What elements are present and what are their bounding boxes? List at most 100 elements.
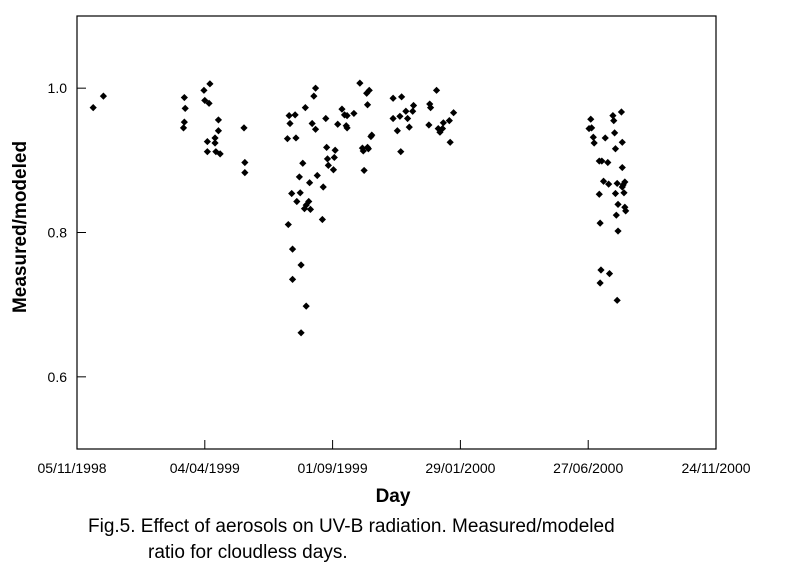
- data-point: [595, 190, 603, 198]
- figure-caption: Fig.5. Effect of aerosols on UV-B radiat…: [88, 514, 615, 566]
- scatter-chart: 05/11/1998 04/04/1999 01/09/1999 29/01/2000…: [10, 15, 751, 507]
- data-point: [180, 118, 188, 126]
- data-point: [350, 109, 358, 118]
- data-point: [397, 148, 405, 156]
- data-point: [599, 177, 608, 185]
- data-point: [203, 148, 211, 156]
- data-point: [240, 124, 248, 132]
- data-point: [426, 100, 434, 108]
- data-point: [364, 145, 372, 153]
- data-point: [180, 93, 188, 102]
- data-point: [446, 138, 454, 146]
- data-point: [409, 101, 418, 110]
- data-point: [363, 101, 372, 109]
- x-tick-label: 05/11/1998: [37, 460, 106, 476]
- data-point: [301, 104, 309, 112]
- data-point: [297, 261, 305, 269]
- x-tick-label: 29/01/2000: [425, 460, 495, 476]
- data-point: [439, 119, 447, 127]
- data-point: [211, 134, 219, 142]
- data-point: [322, 114, 330, 123]
- data-point: [609, 111, 617, 120]
- data-point: [605, 180, 613, 188]
- data-point: [306, 205, 315, 214]
- data-point: [409, 107, 417, 115]
- data-point: [356, 79, 364, 87]
- data-point: [598, 157, 606, 165]
- data-point: [89, 104, 97, 112]
- data-point: [389, 114, 397, 123]
- data-point: [323, 155, 332, 163]
- data-point: [405, 123, 413, 131]
- data-point: [305, 197, 313, 206]
- caption-line-1: Fig.5. Effect of aerosols on UV-B radiat…: [88, 516, 615, 537]
- data-point: [211, 139, 219, 147]
- data-point: [288, 245, 297, 253]
- data-point: [614, 227, 622, 235]
- data-point: [590, 139, 598, 147]
- x-tick-label: 04/04/1999: [170, 460, 240, 476]
- data-point: [610, 117, 618, 125]
- data-point: [620, 189, 628, 197]
- data-point: [360, 166, 368, 175]
- x-axis-ticks: 05/11/1998 04/04/1999 01/09/1999 29/01/2000…: [37, 440, 751, 476]
- data-point: [611, 145, 620, 153]
- data-point: [288, 189, 296, 198]
- data-point: [284, 220, 292, 229]
- data-point: [286, 119, 294, 128]
- y-tick-label: 0.8: [48, 225, 68, 241]
- data-point: [597, 266, 605, 274]
- data-point: [393, 127, 401, 135]
- data-point: [612, 211, 620, 219]
- data-point: [291, 111, 299, 119]
- data-point: [324, 161, 332, 169]
- data-point: [283, 135, 292, 143]
- data-point: [216, 150, 224, 158]
- data-point: [618, 163, 626, 172]
- data-point: [398, 93, 406, 101]
- data-point: [214, 127, 223, 135]
- data-point: [605, 270, 614, 278]
- data-point: [302, 302, 310, 310]
- y-axis-title: Measured/modeled: [10, 141, 31, 313]
- data-point: [445, 117, 453, 125]
- data-point: [99, 92, 108, 100]
- data-point: [297, 329, 305, 337]
- data-point: [311, 125, 320, 133]
- y-tick-label: 1.0: [48, 80, 68, 96]
- data-point: [311, 84, 320, 92]
- data-point: [334, 120, 342, 128]
- data-point: [617, 108, 626, 116]
- data-point: [205, 99, 213, 107]
- data-point: [596, 279, 604, 287]
- data-point: [403, 114, 412, 123]
- data-point: [601, 134, 609, 142]
- data-point: [179, 124, 188, 132]
- data-point: [365, 86, 373, 94]
- data-point: [426, 104, 435, 112]
- data-point: [323, 143, 331, 151]
- data-point: [295, 173, 303, 181]
- data-point: [588, 124, 596, 132]
- data-point: [359, 147, 367, 155]
- x-tick-label: 01/09/1999: [298, 460, 368, 476]
- data-point: [604, 158, 612, 167]
- x-tick-label: 27/06/2000: [553, 460, 623, 476]
- x-axis-title: Day: [376, 486, 411, 507]
- data-point: [368, 131, 376, 139]
- data-point: [622, 207, 630, 215]
- data-point: [319, 183, 327, 191]
- data-point: [288, 275, 297, 284]
- data-point: [432, 86, 441, 94]
- data-point: [396, 112, 404, 120]
- data-point: [589, 133, 597, 141]
- y-axis-ticks: 0.6 0.8 1.0: [48, 80, 86, 385]
- data-point: [292, 134, 300, 142]
- data-point: [293, 197, 301, 206]
- data-point: [614, 200, 622, 208]
- data-point: [389, 94, 397, 102]
- data-point: [596, 219, 604, 227]
- data-point: [302, 201, 310, 209]
- data-point: [181, 104, 189, 112]
- data-point: [338, 105, 346, 113]
